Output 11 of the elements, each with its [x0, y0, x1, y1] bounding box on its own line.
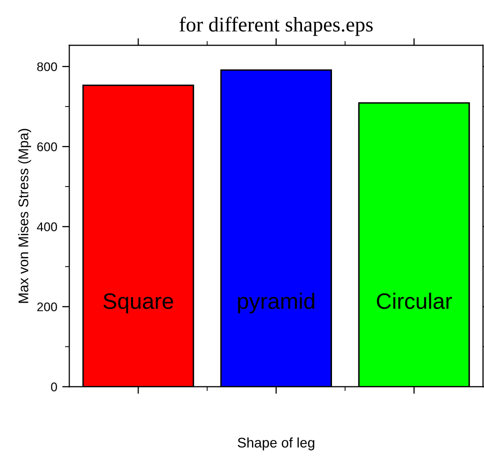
x-axis-title: Shape of leg — [238, 437, 314, 450]
x-tick-label: Circular — [376, 292, 452, 310]
y-tick-label: 200 — [37, 302, 58, 312]
y-axis-title: Max von Mises Stress (Mpa) — [18, 128, 32, 303]
y-tick-label: 400 — [36, 222, 58, 232]
y-tick-label: 800 — [37, 62, 58, 72]
y-tick-label: 600 — [37, 142, 58, 152]
y-tick-label: 0 — [51, 382, 58, 392]
chart-title: for different shapes.eps — [180, 16, 373, 36]
x-tick-label: pyramid — [238, 292, 314, 314]
x-tick-label: Square — [103, 293, 174, 314]
